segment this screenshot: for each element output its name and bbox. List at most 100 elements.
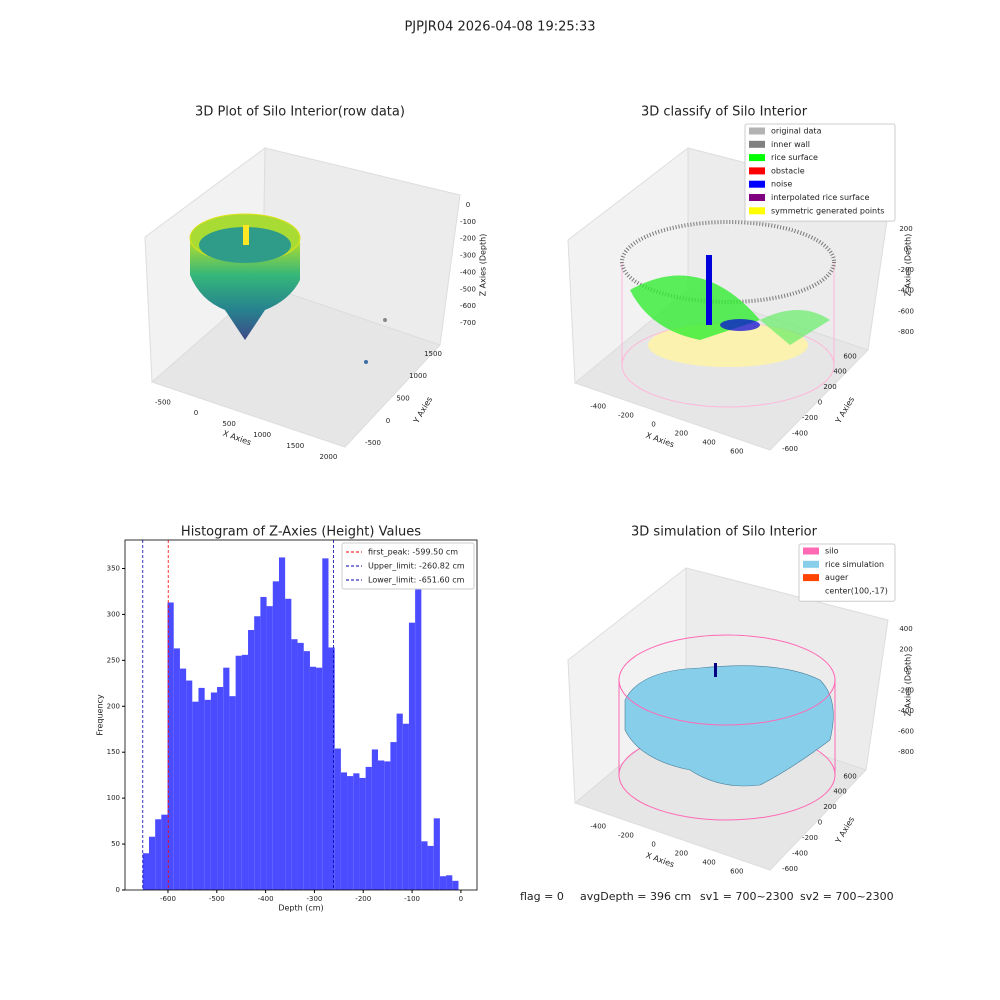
y-tick-label: 200: [823, 803, 836, 811]
bar: [390, 742, 397, 890]
classified-shape: [620, 220, 836, 408]
y-tick-label: -400: [792, 429, 808, 437]
bar: [303, 651, 310, 890]
y-tick-label: 200: [107, 702, 120, 710]
bar: [377, 760, 385, 890]
legend-label: silo: [825, 547, 839, 556]
legend-swatch: [749, 127, 765, 135]
x-tick-label: -200: [618, 411, 634, 419]
y-tick-label: 400: [833, 368, 846, 376]
y-tick-label: 600: [843, 352, 856, 360]
bar: [186, 680, 193, 890]
chart-title: Histogram of Z-Axies (Height) Values: [181, 525, 421, 540]
bar: [322, 558, 329, 890]
bar: [155, 819, 162, 890]
x-tick-label: 200: [675, 850, 688, 858]
x-tick-label: 1000: [253, 431, 271, 439]
z-tick-label: -800: [898, 748, 914, 756]
legend-swatch: [803, 560, 819, 568]
legend-label: first_peak: -599.50 cm: [368, 548, 458, 557]
x-tick-label: 0: [651, 420, 655, 428]
z-tick-label: 0: [904, 666, 908, 674]
bar: [365, 766, 372, 890]
plot-frame: [124, 539, 478, 891]
x-tick-label: 1500: [286, 442, 304, 450]
z-tick-label: -600: [898, 727, 914, 735]
z-tick-label: -300: [460, 252, 476, 260]
y-tick-label: 350: [107, 564, 120, 572]
y-tick-label: 500: [396, 395, 409, 403]
y-tick-label: 0: [818, 399, 822, 407]
bar: [408, 622, 416, 890]
legend-swatch: [749, 180, 765, 188]
legend-label: original data: [771, 127, 822, 136]
bar: [340, 772, 348, 890]
x-tick-label: -400: [258, 895, 274, 903]
bar: [167, 602, 174, 890]
bar: [316, 667, 323, 890]
y-tick-label: 600: [843, 772, 856, 780]
bar: [266, 606, 273, 890]
footer-text: flag = 0: [520, 890, 564, 903]
x-tick-label: -200: [355, 895, 371, 903]
x-tick-label: 400: [702, 439, 715, 447]
bar: [217, 686, 224, 890]
y-tick-label: 250: [107, 656, 120, 664]
legend-swatch: [803, 574, 819, 582]
axis-label: Z Axies (Depth): [479, 234, 488, 297]
chart-title: 3D classify of Silo Interior: [641, 105, 808, 120]
y-tick-label: 400: [833, 788, 846, 796]
legend-swatch: [749, 207, 765, 215]
bar: [241, 654, 249, 890]
legend-label: center(100,-17): [825, 586, 888, 595]
x-tick-label: 600: [730, 448, 743, 456]
x-tick-label: 2000: [319, 453, 337, 461]
bar: [371, 749, 378, 890]
y-tick-label: 1000: [409, 372, 427, 380]
x-tick-label: 0: [194, 409, 198, 417]
y-axis-label: Frequency: [96, 694, 105, 736]
bar: [421, 841, 428, 890]
bar: [446, 875, 453, 890]
bar: [285, 598, 292, 890]
z-tick-label: -200: [898, 266, 914, 274]
bar: [278, 557, 286, 890]
z-tick-label: 200: [899, 225, 912, 233]
bar: [161, 814, 168, 890]
bar: [248, 630, 255, 890]
footer-text: avgDepth = 396 cm: [580, 890, 691, 903]
legend-swatch: [749, 140, 765, 148]
z-tick-label: -800: [898, 328, 914, 336]
y-tick-label: 0: [386, 417, 390, 425]
z-tick-label: 400: [899, 625, 912, 633]
bar: [173, 648, 180, 890]
bar: [272, 581, 279, 890]
bar: [291, 639, 298, 890]
legend-label: noise: [771, 180, 792, 189]
legend-label: Lower_limit: -651.60 cm: [368, 576, 465, 585]
y-tick-label: -500: [365, 439, 381, 447]
x-tick-label: 0: [651, 840, 655, 848]
z-tick-label: -700: [460, 319, 476, 327]
z-tick-label: -400: [898, 707, 914, 715]
legend-swatch: [803, 547, 819, 555]
z-tick-label: -500: [460, 285, 476, 293]
chart-title: 3D simulation of Silo Interior: [631, 525, 818, 540]
legend-label: interpolated rice surface: [771, 193, 869, 202]
bar: [334, 748, 341, 890]
y-tick-label: 300: [107, 610, 120, 618]
bar: [204, 699, 211, 890]
footer-text: sv2 = 700~2300: [800, 890, 894, 903]
chart-title: 3D Plot of Silo Interior(row data): [195, 105, 405, 120]
bar: [402, 723, 409, 890]
bar: [347, 776, 354, 890]
bar: [328, 647, 335, 890]
bar: [396, 713, 403, 890]
bar: [198, 687, 205, 890]
bar: [142, 853, 149, 890]
bar: [353, 773, 360, 890]
x-tick-label: -500: [209, 895, 225, 903]
bar: [235, 655, 242, 890]
z-tick-label: -600: [898, 307, 914, 315]
z-tick-label: -400: [460, 268, 476, 276]
